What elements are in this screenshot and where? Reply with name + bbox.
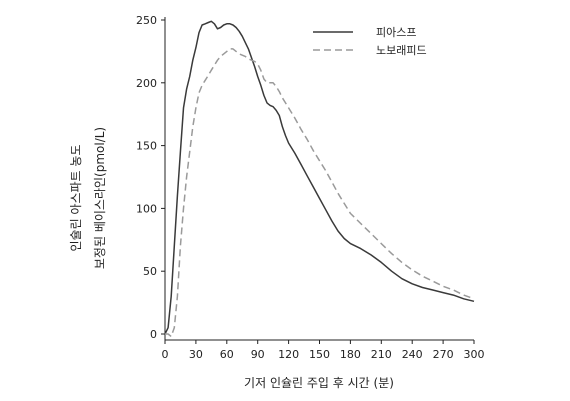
y-tick-label-0: 0 xyxy=(150,328,157,341)
series-lines xyxy=(164,20,475,338)
x-tick-label-30: 30 xyxy=(189,348,203,361)
y-tick-label-250: 250 xyxy=(136,14,157,27)
legend-label-1: 피아스프 xyxy=(376,26,416,39)
y-tick-label-150: 150 xyxy=(136,140,157,153)
y-tick-label-200: 200 xyxy=(136,77,157,90)
y-axis-title-line-2: 보정된 베이스라인(pmol/L) xyxy=(93,127,107,269)
x-axis-title: 기저 인슐린 주입 후 시간 (분) xyxy=(244,376,394,390)
x-tick-label-120: 120 xyxy=(278,348,299,361)
x-tick-label-180: 180 xyxy=(340,348,361,361)
series-line-2 xyxy=(165,48,475,338)
x-tick-label-150: 150 xyxy=(309,348,330,361)
axes: 0 30 60 90 120 150 180 210 240 270 300 0 50 100 150 200… xyxy=(136,14,485,361)
x-tick-label-270: 270 xyxy=(433,348,454,361)
x-tick-label-90: 90 xyxy=(251,348,265,361)
x-tick-label-210: 210 xyxy=(371,348,392,361)
legend-label-2: 노보래피드 xyxy=(376,44,427,57)
x-tick-label-300: 300 xyxy=(464,348,485,361)
y-tick-label-50: 50 xyxy=(143,265,157,278)
x-tick-label-240: 240 xyxy=(402,348,423,361)
x-tick-label-0: 0 xyxy=(162,348,169,361)
series-line-1 xyxy=(164,20,475,335)
y-tick-label-100: 100 xyxy=(136,202,157,215)
y-axis-title-line-1: 인슐린 아스파트 농도 xyxy=(69,145,83,252)
x-tick-label-60: 60 xyxy=(220,348,234,361)
